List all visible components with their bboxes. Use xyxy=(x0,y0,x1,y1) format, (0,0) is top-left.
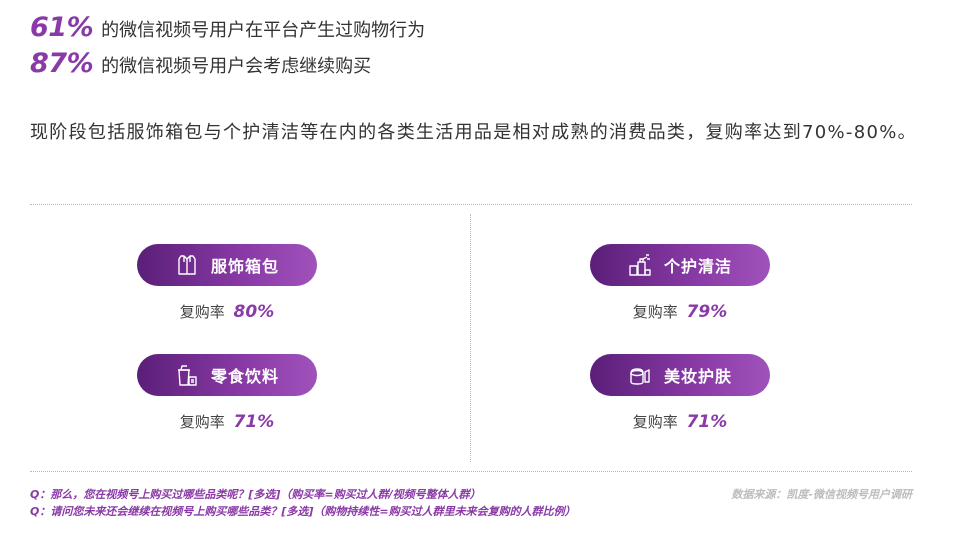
repurchase-rate-personal-care: 复购率 79% xyxy=(590,301,770,322)
divider-vertical xyxy=(470,214,471,462)
stat-text: 的微信视频号用户会考虑继续购买 xyxy=(101,56,372,77)
rate-value: 80% xyxy=(233,302,275,322)
cosmetics-icon xyxy=(628,363,652,387)
rate-label: 复购率 xyxy=(632,303,678,321)
rate-label: 复购率 xyxy=(632,413,678,431)
category-pill-personal-care: 个护清洁 xyxy=(590,244,770,286)
drink-cup-icon xyxy=(175,363,199,387)
category-pill-clothing: 服饰箱包 xyxy=(137,244,317,286)
category-label: 个护清洁 xyxy=(663,257,732,276)
rate-value: 71% xyxy=(686,412,728,432)
category-label: 零食饮料 xyxy=(210,367,279,386)
category-pill-beauty: 美妆护肤 xyxy=(590,354,770,396)
data-source: 数据来源：凯度-微信视频号用户调研 xyxy=(731,488,912,501)
stat-line-2: 87% 的微信视频号用户会考虑继续购买 xyxy=(30,48,371,79)
footnote-question-2: Q：请问您未来还会继续在视频号上购买哪些品类？[多选]（购物持续性=购买过人群里… xyxy=(30,505,576,518)
rate-label: 复购率 xyxy=(179,413,225,431)
category-label: 美妆护肤 xyxy=(663,367,732,386)
repurchase-rate-beauty: 复购率 71% xyxy=(590,411,770,432)
stat-value: 61% xyxy=(30,12,94,43)
repurchase-rate-clothing: 复购率 80% xyxy=(137,301,317,322)
rate-label: 复购率 xyxy=(179,303,225,321)
stat-line-1: 61% 的微信视频号用户在平台产生过购物行为 xyxy=(30,12,425,43)
divider-bottom xyxy=(30,471,912,472)
repurchase-rate-snacks: 复购率 71% xyxy=(137,411,317,432)
rate-value: 71% xyxy=(233,412,275,432)
rate-value: 79% xyxy=(686,302,728,322)
category-pill-snacks: 零食饮料 xyxy=(137,354,317,396)
stat-text: 的微信视频号用户在平台产生过购物行为 xyxy=(101,20,426,41)
shirt-icon xyxy=(175,253,199,277)
category-label: 服饰箱包 xyxy=(210,257,279,276)
divider-top xyxy=(30,204,912,205)
intro-paragraph: 现阶段包括服饰箱包与个护清洁等在内的各类生活用品是相对成熟的消费品类，复购率达到… xyxy=(30,122,917,143)
stat-value: 87% xyxy=(30,48,94,79)
spray-bottle-icon xyxy=(628,253,652,277)
footnote-question-1: Q：那么，您在视频号上购买过哪些品类呢？[多选]（购买率=购买过人群/视频号整体… xyxy=(30,488,481,501)
